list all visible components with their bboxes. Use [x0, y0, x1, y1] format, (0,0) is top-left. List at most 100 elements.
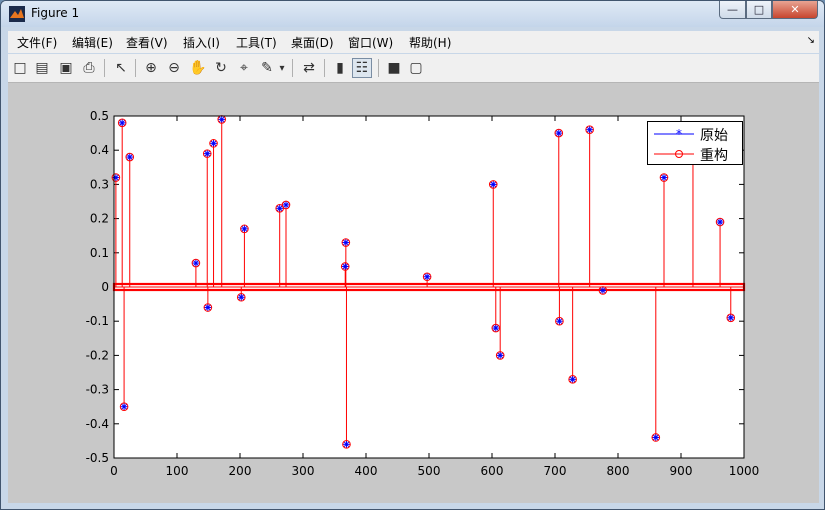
open-folder-icon[interactable]: ▤	[35, 60, 49, 76]
x-tick-label: 500	[418, 464, 441, 478]
original-marker	[716, 218, 724, 226]
legend-entry-original: * 原始	[648, 124, 744, 144]
reconstructed-marker	[651, 433, 661, 442]
y-tick-label: 0.2	[90, 212, 109, 226]
reconstructed-marker	[341, 238, 351, 247]
original-marker	[555, 317, 563, 325]
reconstructed-marker	[598, 286, 608, 295]
new-figure-icon[interactable]: □	[13, 60, 27, 76]
y-tick-label: -0.2	[86, 348, 109, 362]
toolbar-separator	[104, 59, 105, 77]
reconstructed-marker	[555, 316, 564, 326]
original-marker	[489, 180, 497, 188]
toolbar-separator	[135, 59, 136, 77]
original-marker	[660, 174, 668, 182]
y-tick-label: 0.5	[90, 109, 109, 123]
reconstructed-marker	[491, 323, 501, 333]
legend-marker-reconstructed	[675, 150, 683, 158]
menu-desktop[interactable]: 桌面(D)	[291, 36, 334, 50]
original-marker	[204, 304, 212, 312]
y-tick-label: -0.5	[86, 451, 109, 465]
original-marker	[218, 115, 226, 123]
menu-file[interactable]: 文件(F)	[17, 36, 58, 50]
menu-window[interactable]: 窗口(W)	[348, 36, 394, 50]
menu-arrow-icon[interactable]: ↘	[806, 35, 815, 46]
minimize-button[interactable]: —	[719, 1, 746, 19]
edit-plot-arrow-icon[interactable]: ↖	[115, 60, 127, 76]
original-marker	[569, 375, 577, 383]
menu-view[interactable]: 查看(V)	[126, 36, 168, 50]
menu-insert[interactable]: 插入(I)	[183, 36, 220, 50]
original-marker	[276, 204, 284, 212]
original-marker	[652, 433, 660, 441]
original-marker	[192, 259, 200, 267]
original-marker	[342, 239, 350, 247]
x-tick-label: 700	[544, 464, 567, 478]
x-tick-label: 0	[110, 464, 118, 478]
reconstructed-marker	[726, 313, 736, 323]
legend-line-reconstructed-icon	[654, 150, 694, 158]
reconstructed-marker	[202, 149, 212, 158]
close-button[interactable]: ✕	[772, 1, 818, 19]
figure-canvas[interactable]: 0 100 200 300 400 500 600 700 800 900 1000 -0.5 -0.4…	[8, 83, 819, 503]
x-tick-label: 100	[166, 464, 189, 478]
colorbar-icon[interactable]: ▮	[336, 60, 344, 76]
original-marker	[118, 119, 126, 127]
reconstructed-marker	[340, 262, 350, 271]
zoom-out-icon[interactable]: ⊖	[168, 60, 180, 76]
x-tick-label: 400	[355, 464, 378, 478]
original-marker	[282, 201, 290, 209]
toolbar-separator	[292, 59, 293, 77]
menu-edit[interactable]: 编辑(E)	[72, 36, 113, 50]
data-cursor-icon[interactable]: ⌖	[240, 60, 248, 76]
legend-icon[interactable]: ☷	[352, 58, 372, 78]
x-tick-label: 900	[670, 464, 693, 478]
toolbar-separator	[378, 59, 379, 77]
reconstructed-marker	[568, 375, 577, 384]
brush-icon[interactable]: ✎	[261, 60, 273, 76]
reconstructed-marker	[281, 200, 291, 210]
stem-plot[interactable]: 0 100 200 300 400 500 600 700 800 900 1000 -0.5 -0.4…	[8, 83, 819, 503]
legend[interactable]: * 原始 重构	[647, 121, 743, 165]
y-tick-label: -0.1	[86, 314, 109, 328]
reconstructed-marker	[342, 440, 351, 449]
window-title: Figure 1	[31, 6, 80, 20]
rotate-3d-icon[interactable]: ↻	[215, 60, 227, 76]
reconstructed-marker	[488, 180, 498, 189]
x-tick-label: 200	[229, 464, 252, 478]
menu-tools[interactable]: 工具(T)	[236, 36, 277, 50]
original-marker	[237, 293, 245, 301]
print-icon[interactable]: ⎙	[83, 60, 95, 76]
menu-help[interactable]: 帮助(H)	[409, 36, 452, 50]
axes-box	[113, 115, 745, 459]
x-tick-label: 300	[292, 464, 315, 478]
reconstructed-marker	[715, 217, 725, 227]
y-tick-label: -0.3	[86, 383, 109, 397]
original-marker	[342, 440, 350, 448]
matlab-logo-icon	[9, 6, 25, 22]
save-icon[interactable]: ▣	[59, 60, 73, 76]
reconstructed-marker	[209, 139, 218, 148]
y-tick-label: 0	[101, 280, 109, 294]
maximize-button[interactable]: □	[746, 1, 772, 19]
hide-plot-tools-icon[interactable]: ■	[387, 60, 401, 76]
legend-label-original: 原始	[700, 128, 728, 144]
x-tick-label: 1000	[729, 464, 760, 478]
zoom-in-icon[interactable]: ⊕	[145, 60, 157, 76]
original-marker	[423, 273, 431, 281]
reconstructed-marker	[191, 258, 201, 268]
reconstructed-marker	[585, 125, 594, 134]
y-tick-label: 0.4	[90, 143, 109, 157]
title-bar[interactable]: Figure 1 — □ ✕	[1, 1, 824, 27]
reconstructed-marker	[659, 173, 669, 182]
link-plot-icon[interactable]: ⇄	[303, 60, 315, 76]
menu-bar: 文件(F) 编辑(E) 查看(V) 插入(I) 工具(T) 桌面(D) 窗口(W…	[8, 31, 819, 53]
original-marker	[727, 314, 735, 322]
original-marker	[555, 129, 563, 137]
original-marker	[599, 286, 607, 294]
brush-dropdown-icon[interactable]: ▾	[279, 62, 285, 74]
show-plot-tools-icon[interactable]: ▢	[409, 60, 423, 76]
reconstructed-marker	[203, 303, 213, 312]
pan-hand-icon[interactable]: ✋	[189, 60, 207, 76]
